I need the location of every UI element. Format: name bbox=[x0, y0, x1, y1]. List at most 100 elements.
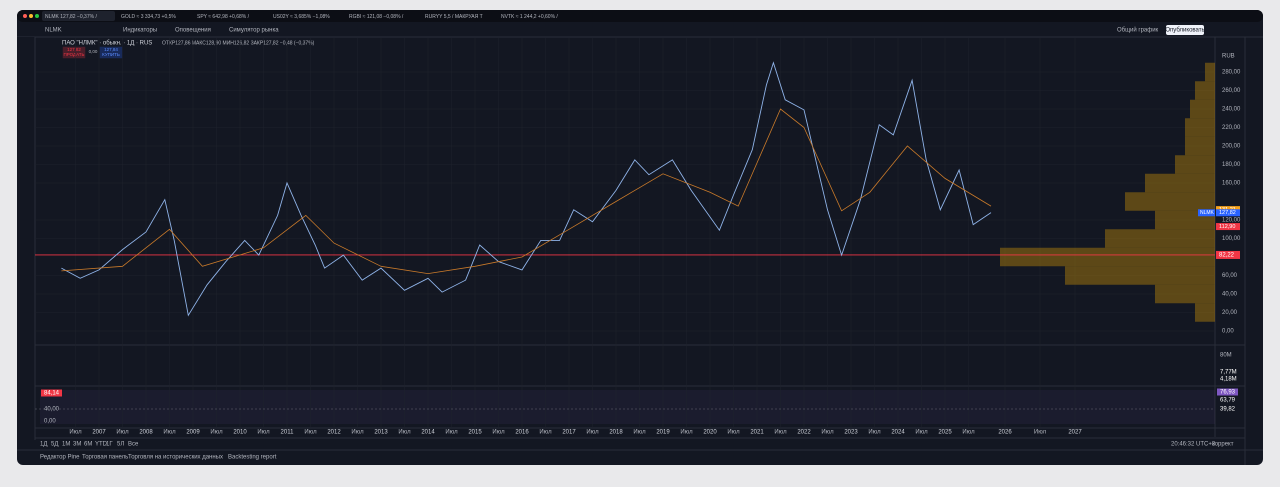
oscillator-label: 0,00 bbox=[44, 419, 56, 425]
zoom-button[interactable] bbox=[35, 14, 39, 18]
volume-profile-bar bbox=[1185, 136, 1215, 156]
sell-price[interactable]: 127,82 bbox=[67, 47, 81, 52]
tab-label[interactable]: NVTK ≈ 1 244,2 +0,60% / bbox=[501, 14, 558, 20]
x-tick-label: 2022 bbox=[797, 430, 811, 436]
oscillator-label-bg bbox=[1217, 388, 1238, 396]
x-tick-label: Июл bbox=[586, 430, 599, 436]
volume-profile-bar bbox=[1195, 81, 1215, 100]
x-tick-label: 2020 bbox=[703, 430, 717, 436]
oscillator-label: 39,82 bbox=[1220, 407, 1236, 413]
price-line bbox=[61, 108, 992, 275]
adjust-toggle[interactable]: коррект bbox=[1212, 442, 1234, 448]
indicators-button[interactable]: Индикаторы bbox=[123, 28, 157, 34]
volume-label: 4,18M bbox=[1220, 377, 1237, 383]
spread: 0,00 bbox=[89, 49, 98, 54]
x-tick-label: Июл bbox=[821, 430, 834, 436]
x-tick-label: Июл bbox=[1034, 430, 1047, 436]
minimize-button[interactable] bbox=[29, 14, 33, 18]
tab-label[interactable]: SPY ≈ 642,98 +0,68% / bbox=[197, 14, 250, 20]
y-tick-label: 160,00 bbox=[1222, 181, 1241, 187]
bottom-tab[interactable]: Торговля на исторических данных bbox=[128, 455, 223, 461]
price-label: 112,90 bbox=[1219, 224, 1235, 230]
x-tick-label: 2008 bbox=[139, 430, 153, 436]
tab-label[interactable]: GOLD ≈ 3 334,73 +0,5% bbox=[121, 14, 176, 20]
price-label-bg bbox=[1216, 209, 1240, 217]
tab-label[interactable]: US02Y ≈ 3,685% −1,08% bbox=[273, 14, 330, 20]
x-tick-label: 2014 bbox=[421, 430, 435, 436]
x-tick-label: 2016 bbox=[515, 430, 529, 436]
timeframe-button[interactable]: Все bbox=[128, 442, 139, 448]
timeframe-button[interactable]: 5Д bbox=[51, 442, 58, 448]
timeframe-button[interactable]: 1Г bbox=[106, 442, 113, 448]
y-tick-label: 240,00 bbox=[1222, 107, 1241, 113]
buy-button[interactable] bbox=[99, 46, 123, 59]
price-line bbox=[61, 61, 992, 317]
hline-label: 82,22 bbox=[1219, 253, 1235, 259]
timeframe-button[interactable]: 5Л bbox=[117, 442, 124, 448]
volume-profile-bar bbox=[1145, 173, 1215, 193]
x-tick-label: Июл bbox=[351, 430, 364, 436]
sell-button[interactable] bbox=[62, 46, 86, 59]
currency: RUB bbox=[1222, 54, 1235, 60]
buy-label[interactable]: КУПИТЬ bbox=[102, 52, 120, 57]
oscillator-label: 84,14 bbox=[44, 391, 60, 397]
y-tick-label: 20,00 bbox=[1222, 310, 1238, 316]
x-tick-label: Июл bbox=[445, 430, 458, 436]
legend-ohlc: ОТКР127,86 МАКС128,90 МИН126,82 ЗАКР127,… bbox=[162, 40, 315, 46]
x-tick-label: Июл bbox=[116, 430, 129, 436]
x-tick-label: Июл bbox=[868, 430, 881, 436]
x-tick-label: Июл bbox=[492, 430, 505, 436]
tab-label[interactable]: RURYY 5,5 / МАКРУАЯ Т bbox=[425, 14, 483, 20]
timeframe-button[interactable]: 3М bbox=[73, 442, 81, 448]
timeframe-button[interactable]: YTD bbox=[95, 442, 108, 448]
y-tick-label: 60,00 bbox=[1222, 273, 1238, 279]
tab[interactable] bbox=[42, 11, 115, 21]
x-tick-label: 2024 bbox=[891, 430, 905, 436]
oscillator-label: 40,00 bbox=[44, 407, 60, 413]
tab-label[interactable]: NLMK 127,82 −0,37% / bbox=[45, 14, 97, 20]
y-tick-label: 180,00 bbox=[1222, 162, 1241, 168]
left-toolbar bbox=[17, 37, 35, 440]
x-tick-label: 2018 bbox=[609, 430, 623, 436]
y-tick-label: 0,00 bbox=[1222, 329, 1234, 335]
close-button[interactable] bbox=[23, 14, 27, 18]
volume-profile-bar bbox=[1125, 192, 1215, 211]
timeframe-button[interactable]: 1Д bbox=[40, 442, 47, 448]
x-tick-label: 2023 bbox=[844, 430, 858, 436]
sell-label[interactable]: ПРОДАТЬ bbox=[64, 52, 85, 57]
x-tick-label: 2011 bbox=[281, 430, 295, 436]
x-tick-label: Июл bbox=[304, 430, 317, 436]
oscillator-label: 76,93 bbox=[1220, 390, 1236, 396]
replay-button[interactable]: Симулятор рынка bbox=[229, 28, 279, 34]
x-tick-label: 2007 bbox=[92, 430, 106, 436]
bottom-tab[interactable]: Редактор Pine bbox=[40, 455, 80, 461]
volume-profile-bar bbox=[1195, 303, 1215, 322]
publish-button[interactable] bbox=[1166, 25, 1204, 35]
layout-button[interactable]: Общий график bbox=[1117, 27, 1159, 34]
x-tick-label: 2026 bbox=[998, 430, 1012, 436]
x-tick-label: Июл bbox=[633, 430, 646, 436]
publish-label[interactable]: Опубликовать bbox=[1165, 28, 1204, 34]
bottom-tab[interactable]: Backtesting report bbox=[228, 455, 277, 461]
volume-profile-bar bbox=[1190, 99, 1215, 119]
y-tick-label: 220,00 bbox=[1222, 125, 1241, 131]
clock: 20:46:32 UTC+3 bbox=[1171, 442, 1216, 448]
y-tick-label: 40,00 bbox=[1222, 292, 1238, 298]
volume-label: 80M bbox=[1220, 353, 1232, 359]
x-tick-label: 2027 bbox=[1068, 430, 1082, 436]
x-tick-label: 2017 bbox=[562, 430, 576, 436]
timeframe-button[interactable]: 1М bbox=[62, 442, 70, 448]
timeframe-button[interactable]: 6М bbox=[84, 442, 92, 448]
bottom-tab[interactable]: Торговая панель bbox=[82, 455, 128, 461]
x-tick-label: Июл bbox=[539, 430, 552, 436]
x-tick-label: Июл bbox=[210, 430, 223, 436]
x-tick-label: 2013 bbox=[374, 430, 388, 436]
buy-price[interactable]: 127,84 bbox=[104, 47, 118, 52]
price-label: 127,82 bbox=[1219, 210, 1236, 216]
y-tick-label: 120,00 bbox=[1222, 218, 1241, 224]
alerts-button[interactable]: Оповещения bbox=[175, 28, 211, 34]
volume-profile-bar bbox=[1105, 229, 1215, 248]
x-tick-label: Июл bbox=[680, 430, 693, 436]
symbol[interactable]: NLMK bbox=[45, 28, 62, 34]
tab-label[interactable]: RGBI ≈ 121,08 −0,08% / bbox=[349, 14, 404, 20]
